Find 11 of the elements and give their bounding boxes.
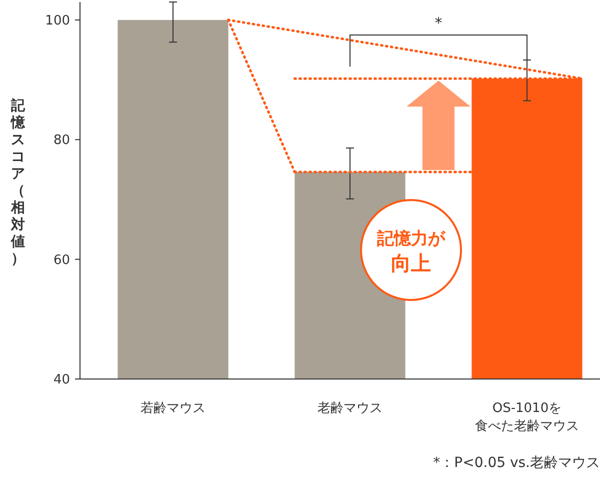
text: *：P<0.05 vs.老齢マウス [433, 455, 600, 471]
x-tick-label: OS-1010を食べた老齢マウス [474, 401, 579, 434]
annotation: * [434, 14, 443, 32]
y-tick-label: 40 [53, 372, 70, 388]
x-tick-label: 若齢マウス [140, 401, 206, 416]
x-tick-label: 老齢マウス [318, 401, 382, 416]
annotation: 記憶力が向上 [376, 229, 446, 275]
text: 記憶スコア（相対値） [11, 98, 25, 267]
y-tick-label: 80 [53, 133, 70, 148]
y-tick-label: 60 [53, 252, 70, 268]
y-tick-label: 100 [45, 14, 70, 28]
